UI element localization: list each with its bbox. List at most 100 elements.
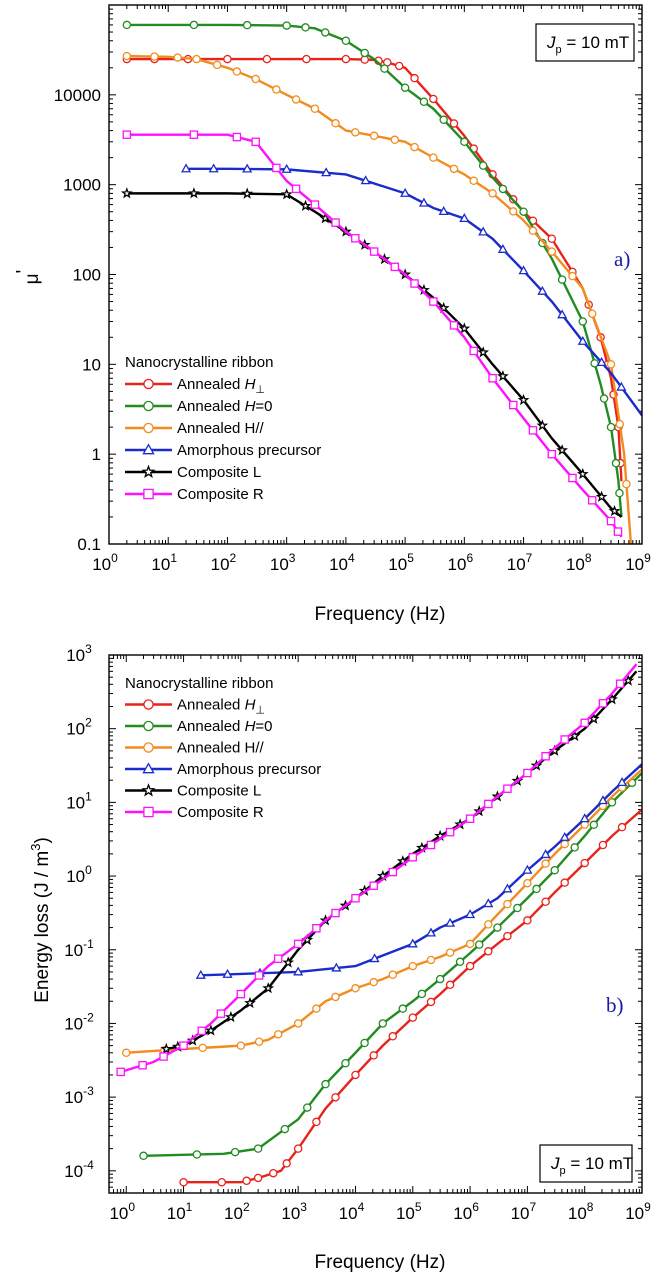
data-point: [606, 360, 616, 369]
legend-label: Annealed H=0: [177, 398, 273, 415]
data-point: [351, 128, 360, 137]
data-point: [254, 971, 264, 980]
data-point: [469, 346, 479, 356]
data-point: [253, 1144, 263, 1153]
data-point: [390, 135, 400, 145]
legend-item: Annealed H//: [125, 740, 265, 757]
data-point: [139, 1151, 148, 1161]
data-point: [508, 207, 518, 216]
x-tick-label: 103: [270, 551, 296, 574]
data-point: [607, 798, 617, 807]
data-point: [212, 60, 222, 70]
data-point: [195, 969, 206, 979]
data-point: [488, 373, 497, 383]
data-point: [299, 199, 312, 211]
data-point: [242, 1176, 251, 1186]
data-point: [242, 20, 252, 30]
legend-label: Composite L: [177, 464, 261, 481]
data-point: [615, 488, 624, 498]
data-point: [445, 827, 455, 837]
series-line: [120, 663, 638, 1074]
data-point: [310, 200, 320, 209]
data-point: [622, 479, 631, 489]
data-point: [517, 393, 530, 406]
annotation-box: [535, 23, 635, 62]
data-point: [198, 1043, 207, 1053]
data-point: [331, 218, 340, 227]
data-point: [303, 1103, 312, 1112]
data-point: [580, 718, 589, 728]
data-point: [312, 1117, 321, 1127]
data-point: [615, 679, 625, 689]
data-point: [410, 73, 419, 83]
x-tick-label: 105: [396, 1200, 422, 1223]
legend-label: Annealed H//: [177, 740, 265, 757]
data-point: [122, 130, 132, 139]
data-point: [143, 806, 154, 818]
legend-item: Composite L: [125, 783, 261, 800]
data-point: [273, 954, 283, 963]
data-point: [608, 504, 621, 517]
data-point: [435, 974, 445, 984]
data-point: [522, 864, 533, 874]
plot-frame: [108, 4, 643, 545]
plot-frame: [108, 654, 643, 1194]
series-5: [122, 130, 623, 538]
data-point: [160, 1042, 173, 1055]
data-point: [232, 67, 242, 76]
data-point: [150, 52, 159, 61]
series-line: [200, 763, 642, 977]
data-point: [478, 226, 489, 236]
data-point: [262, 54, 272, 64]
legend-item: Annealed H//: [125, 420, 265, 437]
data-point: [465, 814, 475, 823]
legend-label: Annealed H⊥: [177, 697, 265, 717]
x-tick-label: 100: [109, 1200, 135, 1223]
data-point: [576, 467, 589, 480]
data-point: [484, 920, 493, 929]
legend: Nanocrystalline ribbon Annealed H⊥ Anneale…: [125, 675, 321, 821]
legend-item: Annealed H⊥: [125, 376, 265, 396]
data-point: [179, 1177, 188, 1187]
data-point: [559, 831, 570, 841]
data-point: [208, 163, 219, 173]
data-point: [541, 897, 550, 907]
data-point: [598, 699, 608, 708]
data-point: [301, 23, 310, 32]
data-point: [188, 187, 200, 199]
data-point: [251, 74, 260, 84]
data-point: [599, 394, 609, 403]
x-tick-label: 108: [566, 551, 592, 574]
panel-a: 100 101 102 103 104 105 106 107 108 109 0.1 1 10 100 1…: [13, 4, 651, 625]
data-point: [455, 957, 465, 967]
data-point: [351, 984, 360, 993]
data-point: [369, 1051, 378, 1060]
data-point: [351, 1070, 360, 1080]
data-point: [557, 309, 568, 319]
data-point: [293, 1144, 303, 1153]
data-point: [560, 878, 569, 887]
data-point: [282, 21, 291, 30]
data-point: [205, 1024, 217, 1036]
y-tick-label: 10-3: [64, 1084, 94, 1107]
data-point: [488, 189, 497, 198]
data-point: [429, 153, 438, 162]
data-point: [281, 163, 292, 173]
data-point: [418, 197, 430, 207]
data-point: [449, 321, 459, 330]
data-point: [617, 822, 627, 832]
x-tick-label: 109: [625, 551, 651, 574]
data-point: [445, 948, 455, 957]
data-point: [429, 94, 438, 104]
data-point: [360, 175, 371, 185]
data-point: [568, 473, 577, 483]
series-line: [183, 808, 642, 1184]
annotation-box: [539, 1144, 633, 1183]
panel-label: b): [606, 993, 624, 1017]
data-point: [407, 938, 418, 948]
x-tick-label: 107: [507, 551, 533, 574]
data-point: [197, 1026, 207, 1036]
legend-title: Nanocrystalline ribbon: [125, 675, 273, 692]
data-point: [503, 931, 512, 941]
